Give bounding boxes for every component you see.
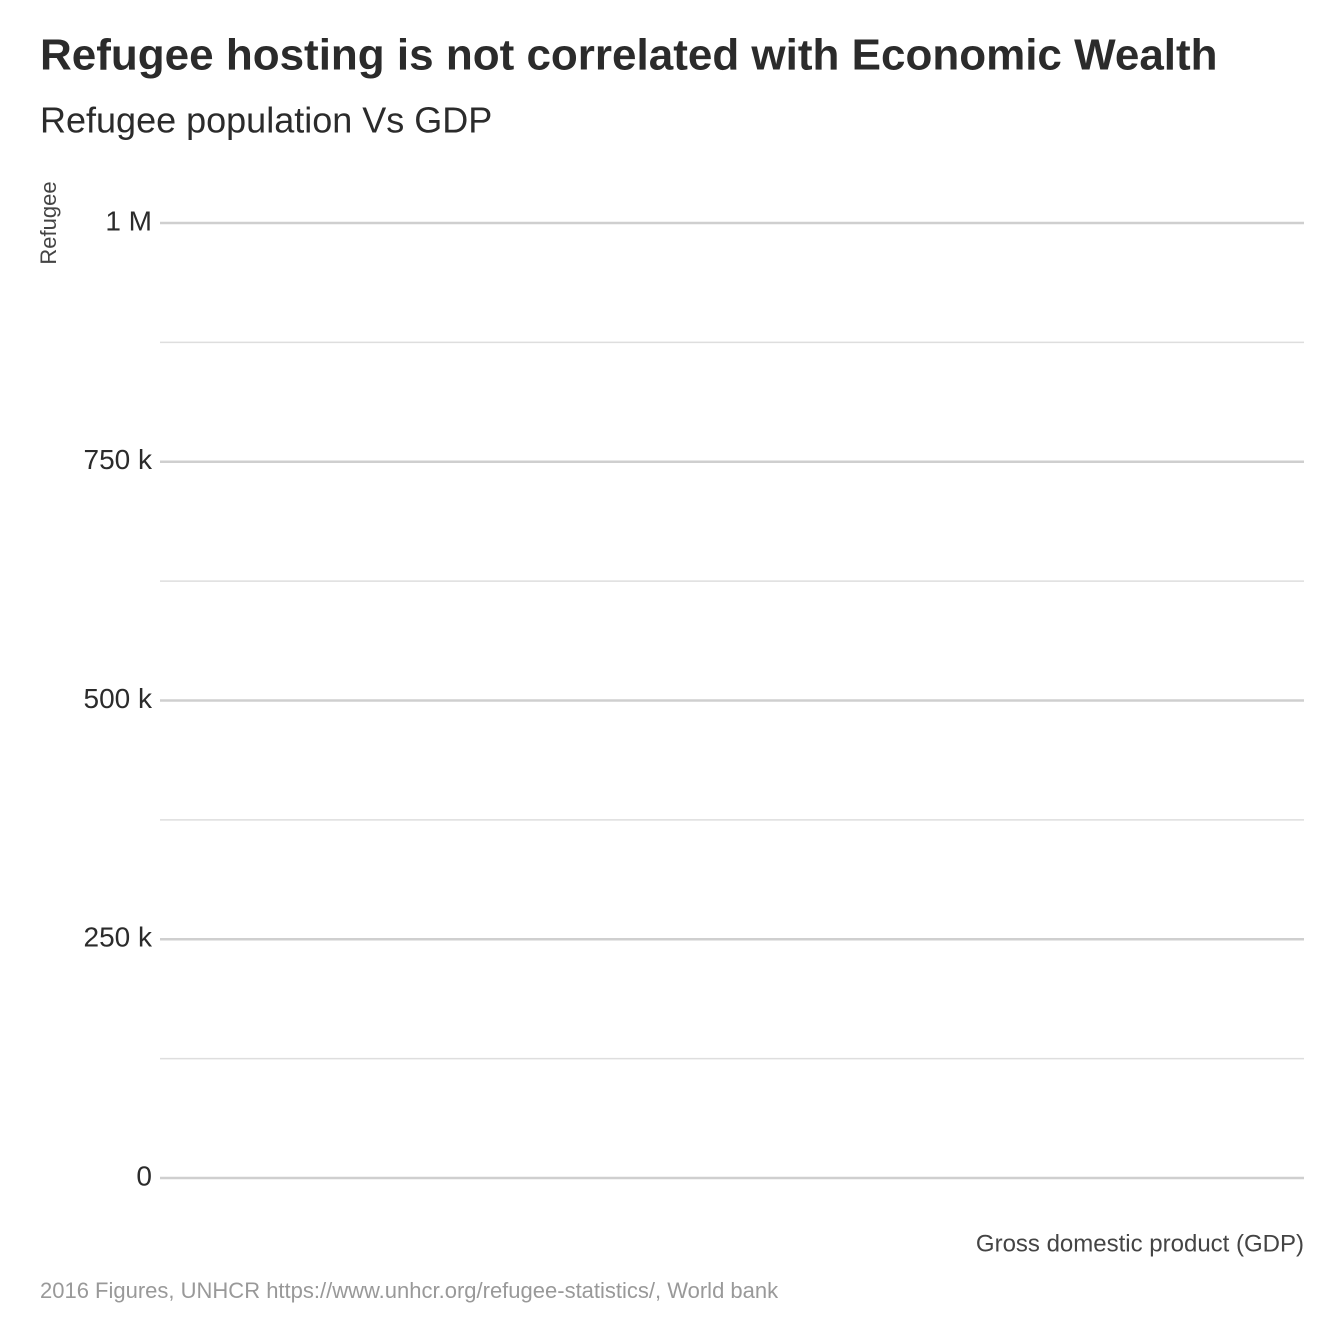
y-axis-label: Refugee bbox=[36, 181, 61, 264]
x-axis-label: Gross domestic product (GDP) bbox=[976, 1230, 1304, 1257]
y-tick-label: 750 k bbox=[84, 444, 153, 475]
y-tick-label: 1 M bbox=[105, 205, 152, 236]
chart-subtitle: Refugee population Vs GDP bbox=[40, 100, 492, 141]
y-tick-label: 250 k bbox=[84, 922, 153, 953]
caption: 2016 Figures, UNHCR https://www.unhcr.or… bbox=[40, 1278, 779, 1303]
y-tick-label: 0 bbox=[136, 1160, 152, 1191]
chart-title: Refugee hosting is not correlated with E… bbox=[40, 31, 1218, 80]
y-tick-label: 500 k bbox=[84, 683, 153, 714]
